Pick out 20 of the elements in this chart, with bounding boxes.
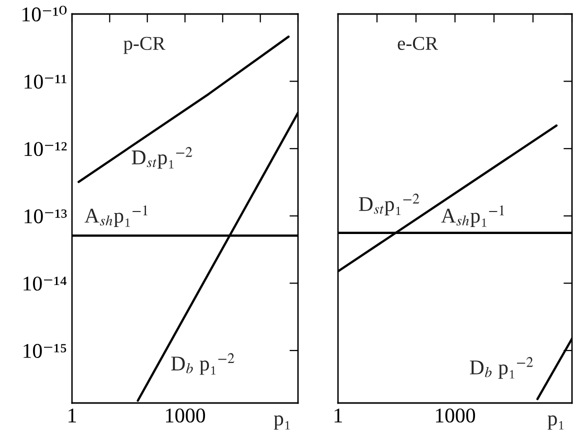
x-axis-title: p₁ xyxy=(274,415,290,430)
x-tick-label: 1000 xyxy=(166,408,206,423)
y-tick-label: 10⁻¹² xyxy=(24,142,67,156)
series-label: D$_{b}$ p₁$^{−2}$ xyxy=(171,353,234,375)
x-tick-label: 1 xyxy=(334,408,342,422)
y-tick-label: 10⁻¹⁰ xyxy=(22,6,67,22)
series-label: D$_{b}$ p₁$^{−2}$ xyxy=(470,357,533,379)
x-tick-label: 1000 xyxy=(436,408,476,423)
x-axis-title: p₁ xyxy=(548,415,564,430)
text: e-CR xyxy=(398,36,438,50)
series-label: D$_{st}$p₁$^{−2}$ xyxy=(132,146,192,169)
y-tick-label: 10⁻¹³ xyxy=(24,209,67,224)
series-label: A$_{sh}$p₁$^{−1}$ xyxy=(441,205,504,227)
text: p-CR xyxy=(124,36,166,54)
y-tick-label: 10⁻¹⁴ xyxy=(24,276,67,291)
series-label: A$_{sh}$p₁$^{−1}$ xyxy=(84,205,148,227)
y-tick-label: 10⁻¹¹ xyxy=(24,74,66,89)
x-tick-label: 1 xyxy=(68,408,76,422)
series-label: D$_{st}$p₁$^{−2}$ xyxy=(358,194,420,216)
y-tick-label: 10⁻¹⁵ xyxy=(24,344,66,358)
